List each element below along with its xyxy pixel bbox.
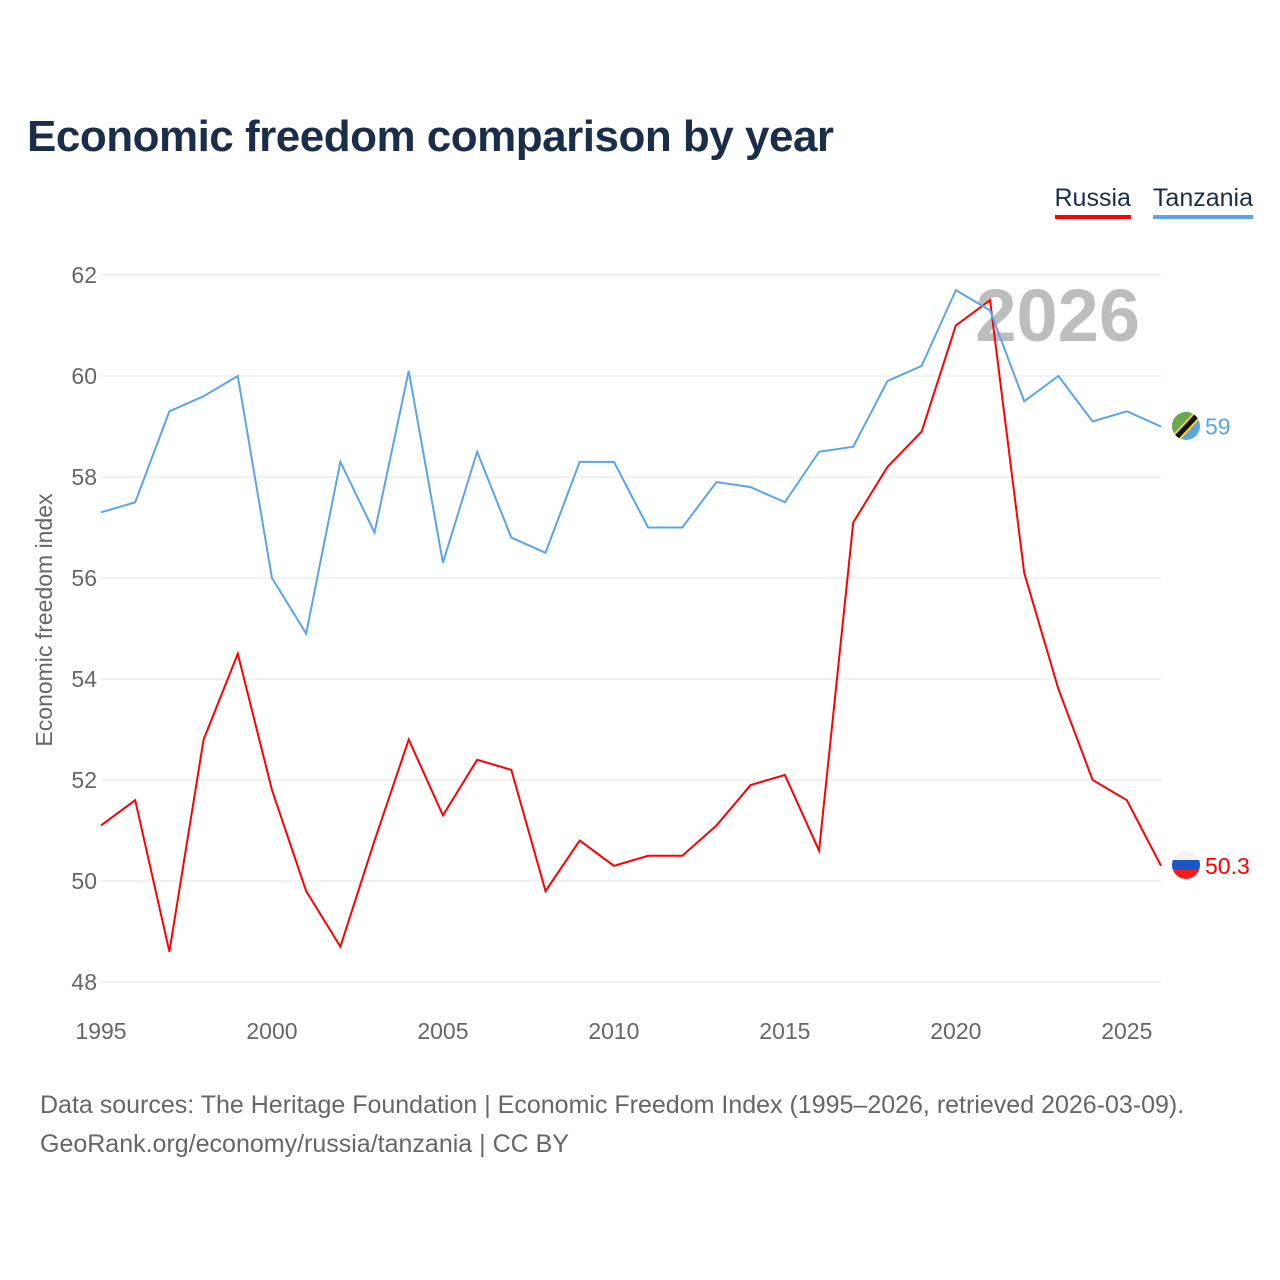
russia-flag-icon	[1172, 851, 1200, 879]
x-tick-label: 2015	[759, 1018, 810, 1044]
legend: Russia Tanzania	[1054, 184, 1253, 219]
y-tick-label: 58	[71, 464, 97, 490]
y-tick-label: 54	[71, 666, 97, 692]
tanzania-flag-icon	[1172, 412, 1200, 440]
y-axis-label: Economic freedom index	[31, 493, 57, 747]
x-tick-label: 2025	[1101, 1018, 1152, 1044]
data-source-note: Data sources: The Heritage Foundation | …	[40, 1091, 1185, 1119]
watermark-year: 2026	[975, 274, 1140, 357]
legend-tanzania[interactable]: Tanzania	[1152, 184, 1253, 219]
footer: Data sources: The Heritage Foundation | …	[40, 1086, 1184, 1164]
end-label-russia: 50.3	[1205, 853, 1250, 879]
y-tick-label: 48	[71, 969, 97, 995]
x-tick-label: 2005	[417, 1018, 468, 1044]
legend-russia[interactable]: Russia	[1054, 184, 1131, 219]
series-line-tanzania	[100, 288, 1162, 637]
y-tick-label: 50	[71, 868, 97, 894]
x-tick-label: 1995	[75, 1018, 126, 1044]
attribution-link[interactable]: GeoRank.org/economy/russia/tanzania | CC…	[40, 1130, 569, 1158]
x-tick-label: 2000	[246, 1018, 297, 1044]
x-tick-label: 2020	[930, 1018, 981, 1044]
end-label-tanzania: 59	[1205, 414, 1231, 440]
y-tick-label: 56	[71, 565, 97, 591]
chart-title: Economic freedom comparison by year	[27, 112, 834, 161]
y-tick-label: 52	[71, 767, 97, 793]
x-tick-label: 2010	[588, 1018, 639, 1044]
series-line-russia	[100, 298, 1162, 952]
y-tick-label: 60	[71, 363, 97, 389]
y-tick-label: 62	[71, 262, 97, 288]
